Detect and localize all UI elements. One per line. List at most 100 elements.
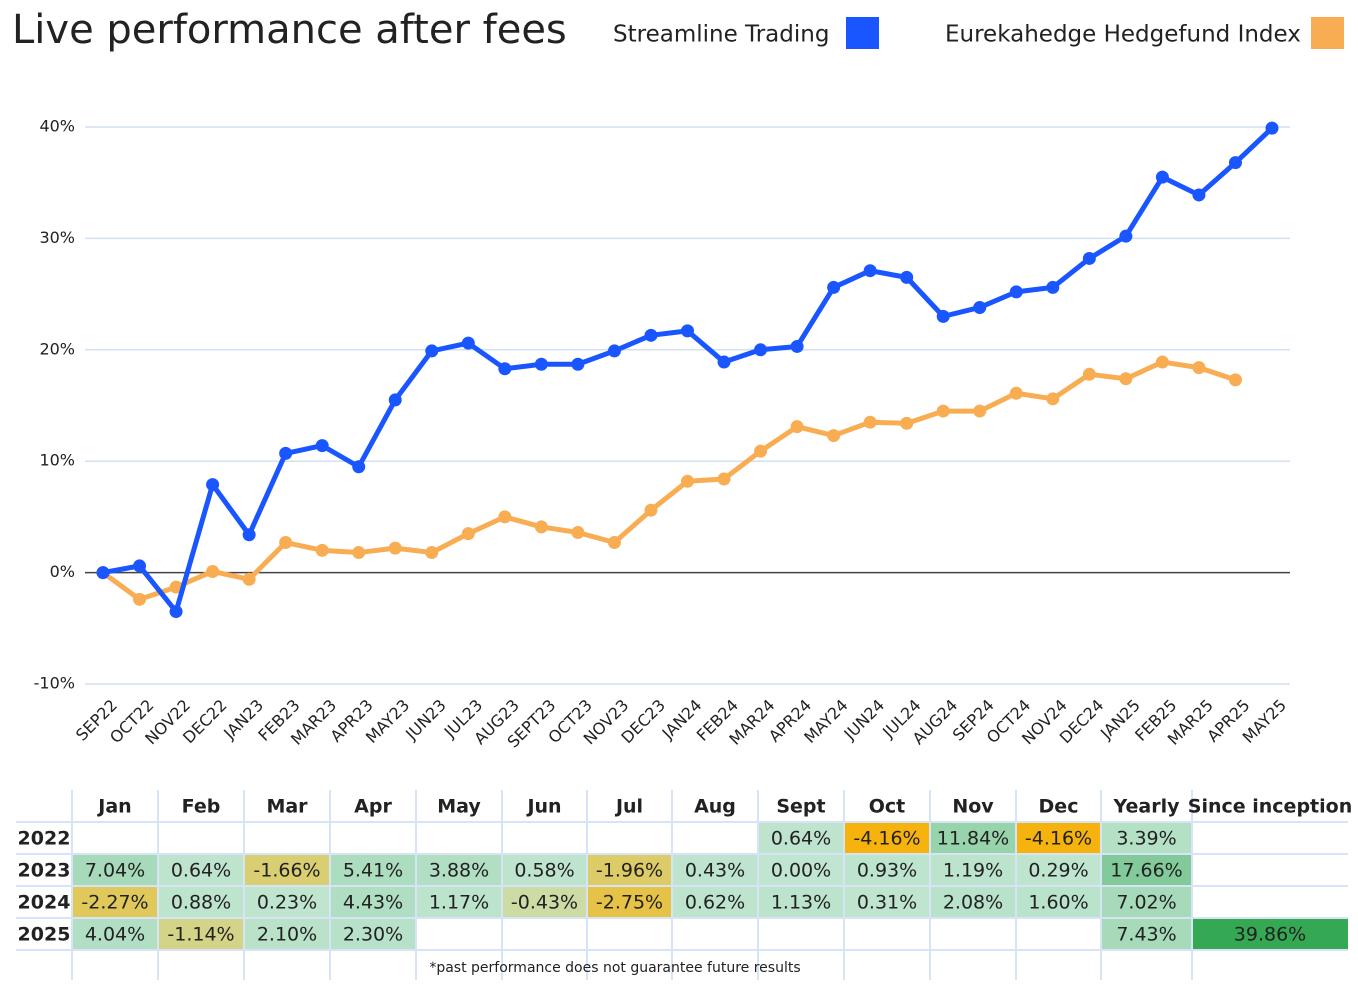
x-tick-label: JUN24	[840, 696, 889, 745]
cell-fill	[672, 886, 758, 918]
data-point	[388, 393, 402, 407]
cell-fill	[158, 918, 244, 950]
column-header: Dec	[1039, 796, 1079, 818]
table-cell: 4.43%	[343, 892, 403, 914]
data-point	[973, 300, 987, 314]
data-point	[96, 566, 110, 580]
y-tick-label: 20%	[39, 339, 75, 358]
cell-fill	[758, 822, 844, 854]
data-point	[498, 510, 512, 524]
cell-fill	[930, 886, 1016, 918]
data-point	[352, 546, 366, 560]
data-point	[352, 460, 366, 474]
data-point	[242, 572, 256, 586]
table-cell: 0.62%	[685, 892, 745, 914]
data-point	[754, 444, 768, 458]
table-cell: 0.64%	[171, 860, 231, 882]
cell-fill	[844, 886, 930, 918]
cell-fill	[330, 886, 416, 918]
data-point	[827, 429, 841, 443]
table-cell: 2.10%	[257, 924, 317, 946]
table-cell: 7.43%	[1116, 924, 1176, 946]
cell-fill	[330, 918, 416, 950]
column-header: Aug	[694, 796, 736, 818]
data-point	[681, 324, 694, 338]
data-point	[461, 336, 475, 350]
y-tick-label: 0%	[50, 562, 75, 581]
table-cell: 3.39%	[1116, 828, 1176, 850]
table-cell: -2.75%	[596, 892, 663, 914]
legend-swatch	[846, 17, 879, 49]
data-point	[717, 472, 731, 486]
x-tick-label: JUN23	[401, 696, 450, 745]
data-point	[1119, 229, 1133, 243]
table-cell: 1.60%	[1028, 892, 1088, 914]
column-header: Feb	[182, 796, 221, 818]
cell-fill	[672, 854, 758, 886]
cell-fill	[1101, 822, 1192, 854]
data-point	[1192, 188, 1206, 202]
data-point	[534, 357, 548, 371]
cell-fill	[72, 886, 158, 918]
data-point	[681, 474, 694, 488]
table-cell: 0.00%	[771, 860, 831, 882]
cell-fill	[758, 886, 844, 918]
data-point	[388, 541, 402, 555]
data-point	[717, 355, 731, 369]
footnote: *past performance does not guarantee fut…	[429, 960, 800, 976]
table-cell: 0.31%	[857, 892, 917, 914]
data-point	[242, 528, 256, 542]
column-header: Since inception	[1188, 796, 1352, 818]
data-point	[315, 439, 329, 453]
data-point	[1155, 355, 1169, 369]
cell-fill	[502, 854, 587, 886]
y-tick-label: -10%	[34, 674, 75, 693]
table-cell: -1.66%	[253, 860, 320, 882]
table-cell: 17.66%	[1110, 860, 1182, 882]
data-point	[1228, 373, 1242, 387]
data-point	[1046, 392, 1060, 406]
table-cell: -4.16%	[853, 828, 920, 850]
column-header: Yearly	[1113, 796, 1181, 818]
data-point	[498, 362, 512, 376]
table-cell: 1.19%	[943, 860, 1003, 882]
cell-fill	[930, 854, 1016, 886]
data-point	[754, 343, 768, 357]
table-cell: -0.43%	[511, 892, 578, 914]
table-cell: 4.04%	[85, 924, 145, 946]
table-cell: 3.88%	[429, 860, 489, 882]
table-cell: 0.58%	[514, 860, 574, 882]
data-point	[1082, 251, 1096, 265]
cell-fill	[587, 854, 672, 886]
data-point	[1228, 156, 1242, 170]
series-line	[102, 126, 1274, 615]
data-point	[425, 546, 439, 560]
data-point	[279, 446, 293, 460]
row-header: 2025	[18, 924, 71, 946]
data-point	[644, 503, 658, 517]
column-header: Sept	[776, 796, 825, 818]
row-header: 2024	[18, 892, 71, 914]
data-point	[1082, 367, 1096, 381]
cell-fill	[1192, 918, 1348, 950]
table-cell: 0.23%	[257, 892, 317, 914]
data-point	[644, 328, 658, 342]
table-cell: 0.43%	[685, 860, 745, 882]
y-tick-label: 30%	[39, 228, 75, 247]
cell-fill	[844, 854, 930, 886]
data-point	[1155, 170, 1169, 184]
data-point	[936, 309, 950, 323]
data-point	[1046, 280, 1060, 294]
cell-fill	[758, 854, 844, 886]
table-cell: 0.88%	[171, 892, 231, 914]
cell-fill	[1016, 822, 1101, 854]
data-point	[790, 339, 804, 353]
table-cell: -2.27%	[81, 892, 148, 914]
data-point	[206, 564, 220, 578]
data-point	[1009, 285, 1023, 299]
column-header: Jun	[525, 796, 561, 818]
data-point	[133, 592, 147, 606]
cell-fill	[244, 886, 330, 918]
data-point	[973, 404, 987, 418]
